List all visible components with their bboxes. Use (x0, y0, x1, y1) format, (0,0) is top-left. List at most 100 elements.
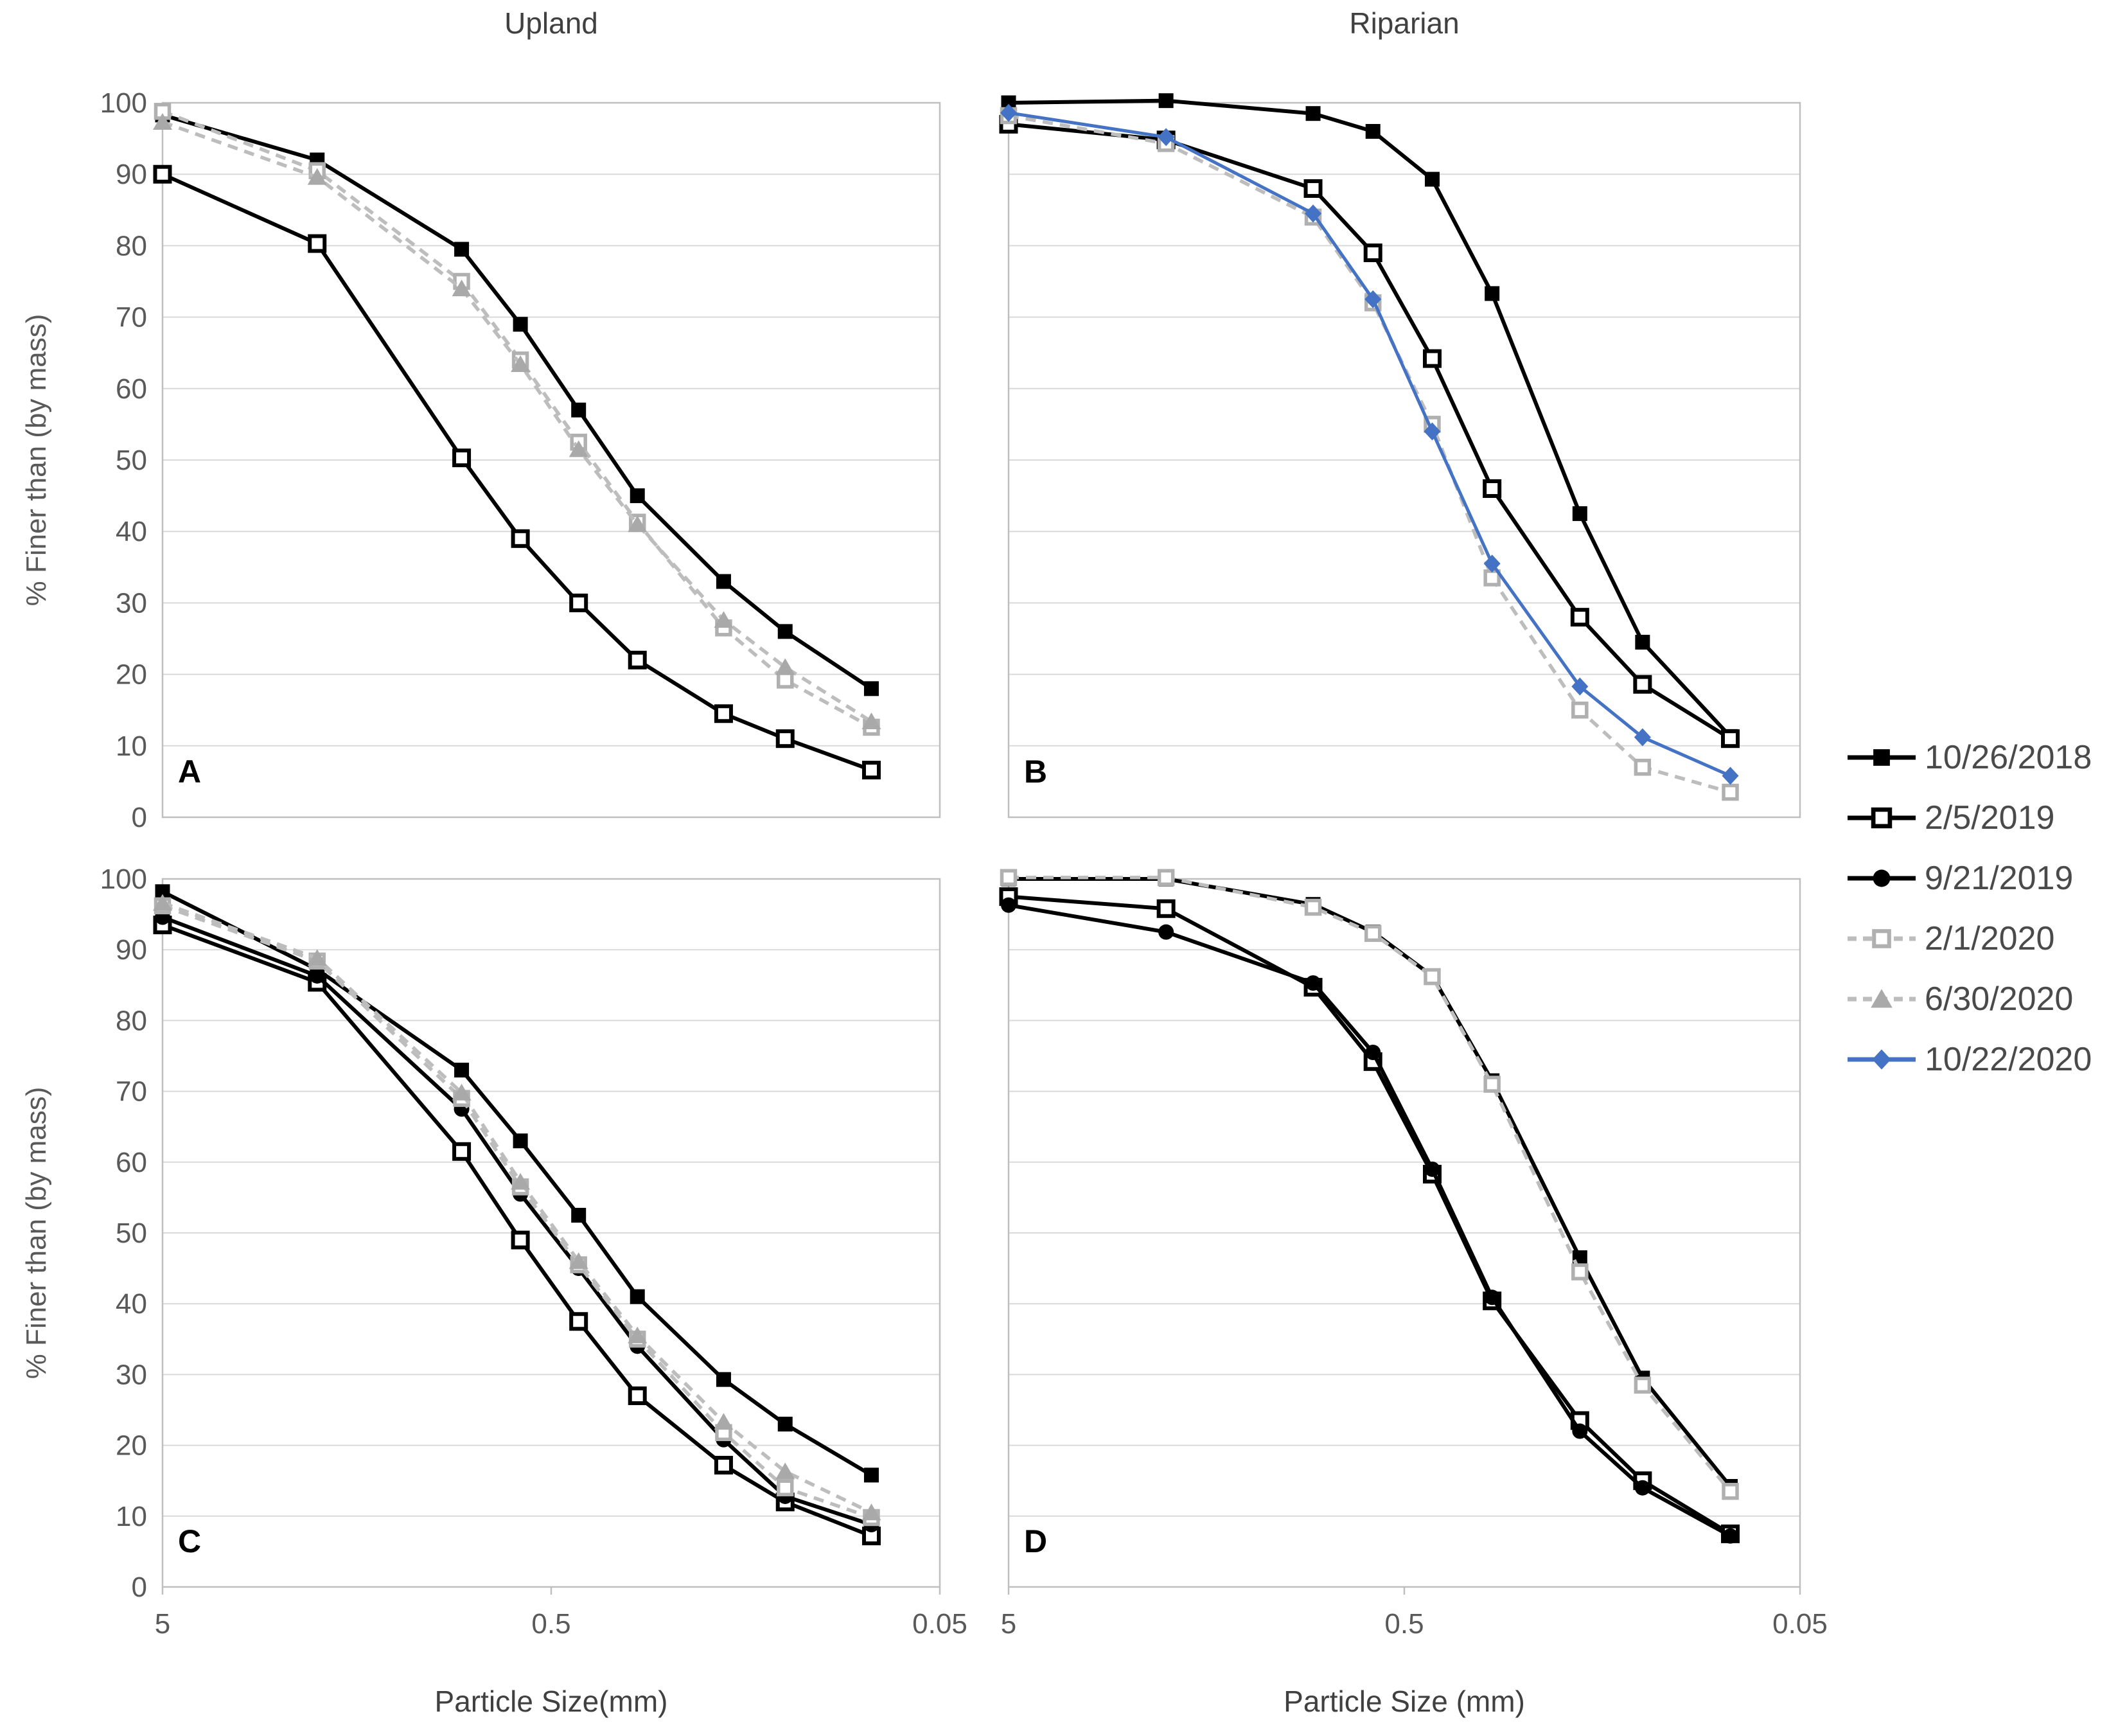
plot-border (1007, 102, 1801, 819)
marker-circle-filled (1634, 1480, 1650, 1496)
marker-square-open (714, 704, 733, 723)
marker-square-filled (1365, 123, 1381, 139)
series-9-21-2019 (155, 909, 879, 1533)
marker-triangle-filled (775, 1462, 795, 1480)
marker-square-open (628, 650, 647, 669)
series-line (162, 120, 872, 723)
marker-triangle-filled (628, 515, 648, 533)
panel-b-plot (999, 93, 1801, 819)
marker-square-open (1871, 807, 1893, 829)
marker-diamond-filled (1634, 728, 1651, 747)
series-line (1008, 903, 1731, 1538)
column-title-upland: Upland (504, 6, 598, 40)
x-tick-label: 0.5 (531, 1608, 570, 1640)
marker-square-filled (454, 1063, 470, 1078)
marker-triangle-filled (861, 1503, 881, 1521)
marker-diamond-filled (1364, 290, 1382, 308)
x-tick-label: 0.05 (912, 1608, 967, 1640)
marker-triangle-filled (861, 712, 881, 729)
marker-square-filled (630, 1289, 645, 1304)
marker-square-filled (571, 1207, 587, 1223)
y-tick-label: 100 (100, 864, 147, 895)
panel-label-d: D (1024, 1523, 1048, 1559)
marker-triangle-filled (511, 355, 531, 372)
x-axis-title-left: Particle Size(mm) (434, 1685, 668, 1718)
marker-square-filled (863, 1467, 879, 1483)
marker-square-open (308, 234, 327, 253)
marker-circle-filled (1484, 1289, 1500, 1306)
marker-square-filled (1305, 106, 1321, 121)
y-tick-label: 80 (116, 230, 147, 261)
marker-circle-filled (1722, 1528, 1738, 1544)
marker-square-open (569, 593, 588, 612)
series-2-5-2019 (999, 114, 1740, 748)
marker-square-open (1633, 675, 1652, 694)
x-tick-label: 0.05 (1772, 1608, 1828, 1640)
column-title-riparian: Riparian (1349, 6, 1460, 40)
marker-triangle-filled (569, 440, 588, 457)
marker-diamond-filled (1305, 204, 1322, 223)
marker-square-open-gray (1722, 1482, 1739, 1500)
marker-square-filled (513, 1133, 528, 1149)
y-tick-label: 40 (116, 516, 147, 547)
panel-label-a: A (178, 754, 202, 790)
legend-label: 10/22/2020 (1925, 1041, 2092, 1078)
legend-item: 6/30/2020 (1848, 980, 2073, 1018)
marker-square-filled (716, 1372, 731, 1387)
plot-border (161, 102, 941, 819)
marker-square-open (452, 448, 472, 468)
x-axis-title-right: Particle Size (mm) (1284, 1685, 1525, 1718)
marker-circle-filled (1001, 897, 1016, 913)
panel-label-b: B (1024, 754, 1048, 790)
marker-square-filled (1158, 93, 1174, 109)
marker-square-open-gray (1634, 758, 1652, 776)
series-line (1009, 876, 1732, 1492)
marker-square-open (1363, 244, 1382, 263)
marker-square-open (775, 729, 795, 748)
marker-square-filled (1001, 95, 1016, 111)
marker-square-filled (513, 317, 528, 332)
marker-square-open (1422, 349, 1442, 368)
marker-triangle-filled (307, 168, 327, 185)
marker-square-open (511, 1230, 530, 1250)
marker-square-filled (155, 884, 170, 899)
x-tick-label: 5 (1001, 1608, 1016, 1640)
marker-square-open (1303, 179, 1323, 198)
marker-circle-filled (1424, 1161, 1440, 1177)
marker-circle-filled (1305, 975, 1321, 991)
marker-diamond-filled (1424, 422, 1441, 441)
marker-diamond-filled (1000, 103, 1017, 122)
y-tick-label: 0 (132, 1572, 147, 1603)
marker-square-open (452, 1142, 472, 1161)
marker-square-open (569, 1312, 588, 1331)
x-tick-label: 0.5 (1384, 1608, 1424, 1640)
marker-diamond-filled (1872, 1049, 1891, 1070)
marker-square-open-gray (1424, 968, 1441, 986)
legend-label: 9/21/2019 (1925, 860, 2073, 897)
marker-square-open-gray (1571, 1263, 1589, 1280)
series-line (1008, 111, 1731, 777)
series-2-1-2020 (154, 103, 880, 736)
y-tick-label: 90 (116, 934, 147, 966)
legend-label: 10/26/2018 (1925, 739, 2092, 776)
marker-square-filled (1485, 286, 1500, 301)
marker-diamond-filled (1158, 128, 1175, 146)
y-tick-label: 10 (116, 1501, 147, 1532)
y-tick-label: 20 (116, 1430, 147, 1462)
marker-square-filled (777, 624, 793, 639)
series-6-30-2020 (153, 113, 881, 729)
marker-square-filled (571, 402, 587, 418)
series-line (161, 915, 872, 1527)
marker-circle-filled (1158, 924, 1174, 940)
marker-triangle-filled (714, 1413, 734, 1430)
y-tick-label: 0 (132, 802, 147, 833)
marker-diamond-filled (1722, 766, 1739, 785)
legend-item: 10/22/2020 (1848, 1041, 2092, 1078)
series-2-1-2020 (154, 897, 880, 1527)
series-line (161, 923, 872, 1538)
marker-triangle-filled (775, 658, 795, 675)
series-line (1008, 114, 1731, 794)
marker-circle-filled (309, 968, 325, 984)
